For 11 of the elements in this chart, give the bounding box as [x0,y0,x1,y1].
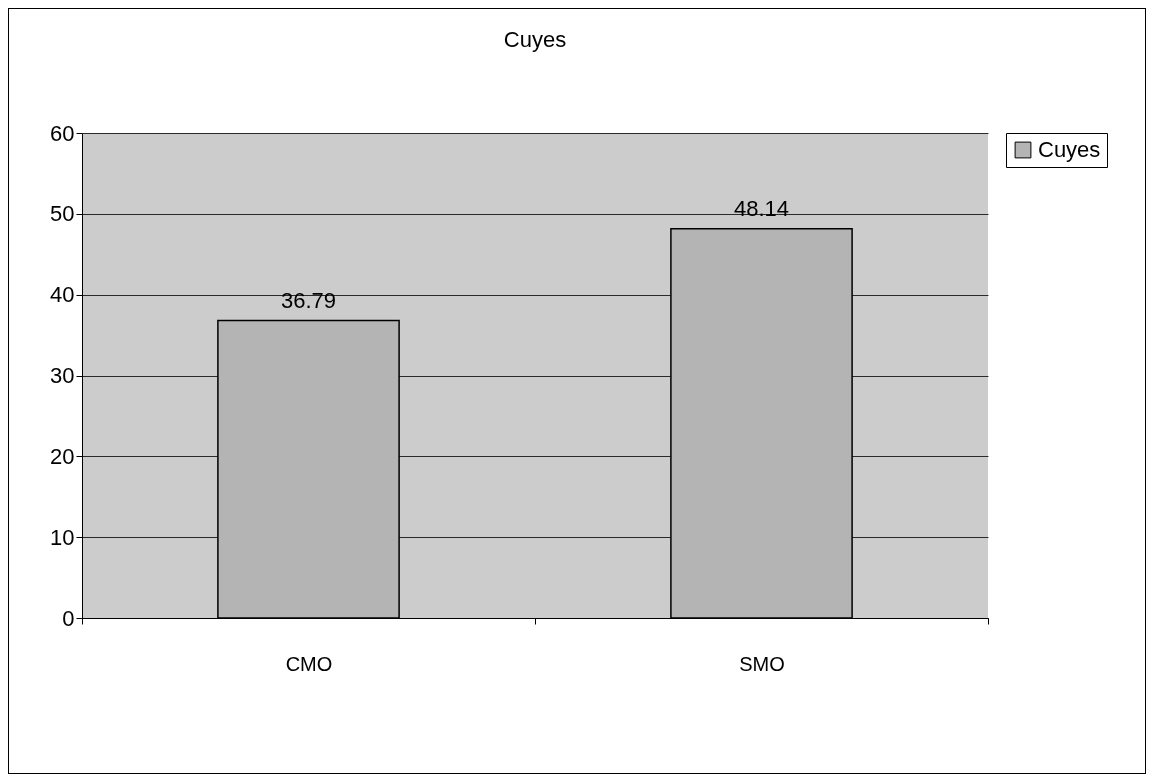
legend-label: Cuyes [1038,137,1101,162]
x-tick-label: CMO [285,652,333,675]
y-tick-label: 50 [50,201,75,227]
y-tick-label: 0 [62,605,75,631]
x-tick-label: SMO [739,652,785,675]
y-tick-label: 30 [50,363,75,388]
chart-title: Cuyes [503,27,567,52]
y-tick-label: 10 [50,524,75,550]
y-tick-label: 40 [50,282,75,308]
y-tick-label: 60 [50,120,75,146]
y-tick-label: 20 [50,443,75,469]
